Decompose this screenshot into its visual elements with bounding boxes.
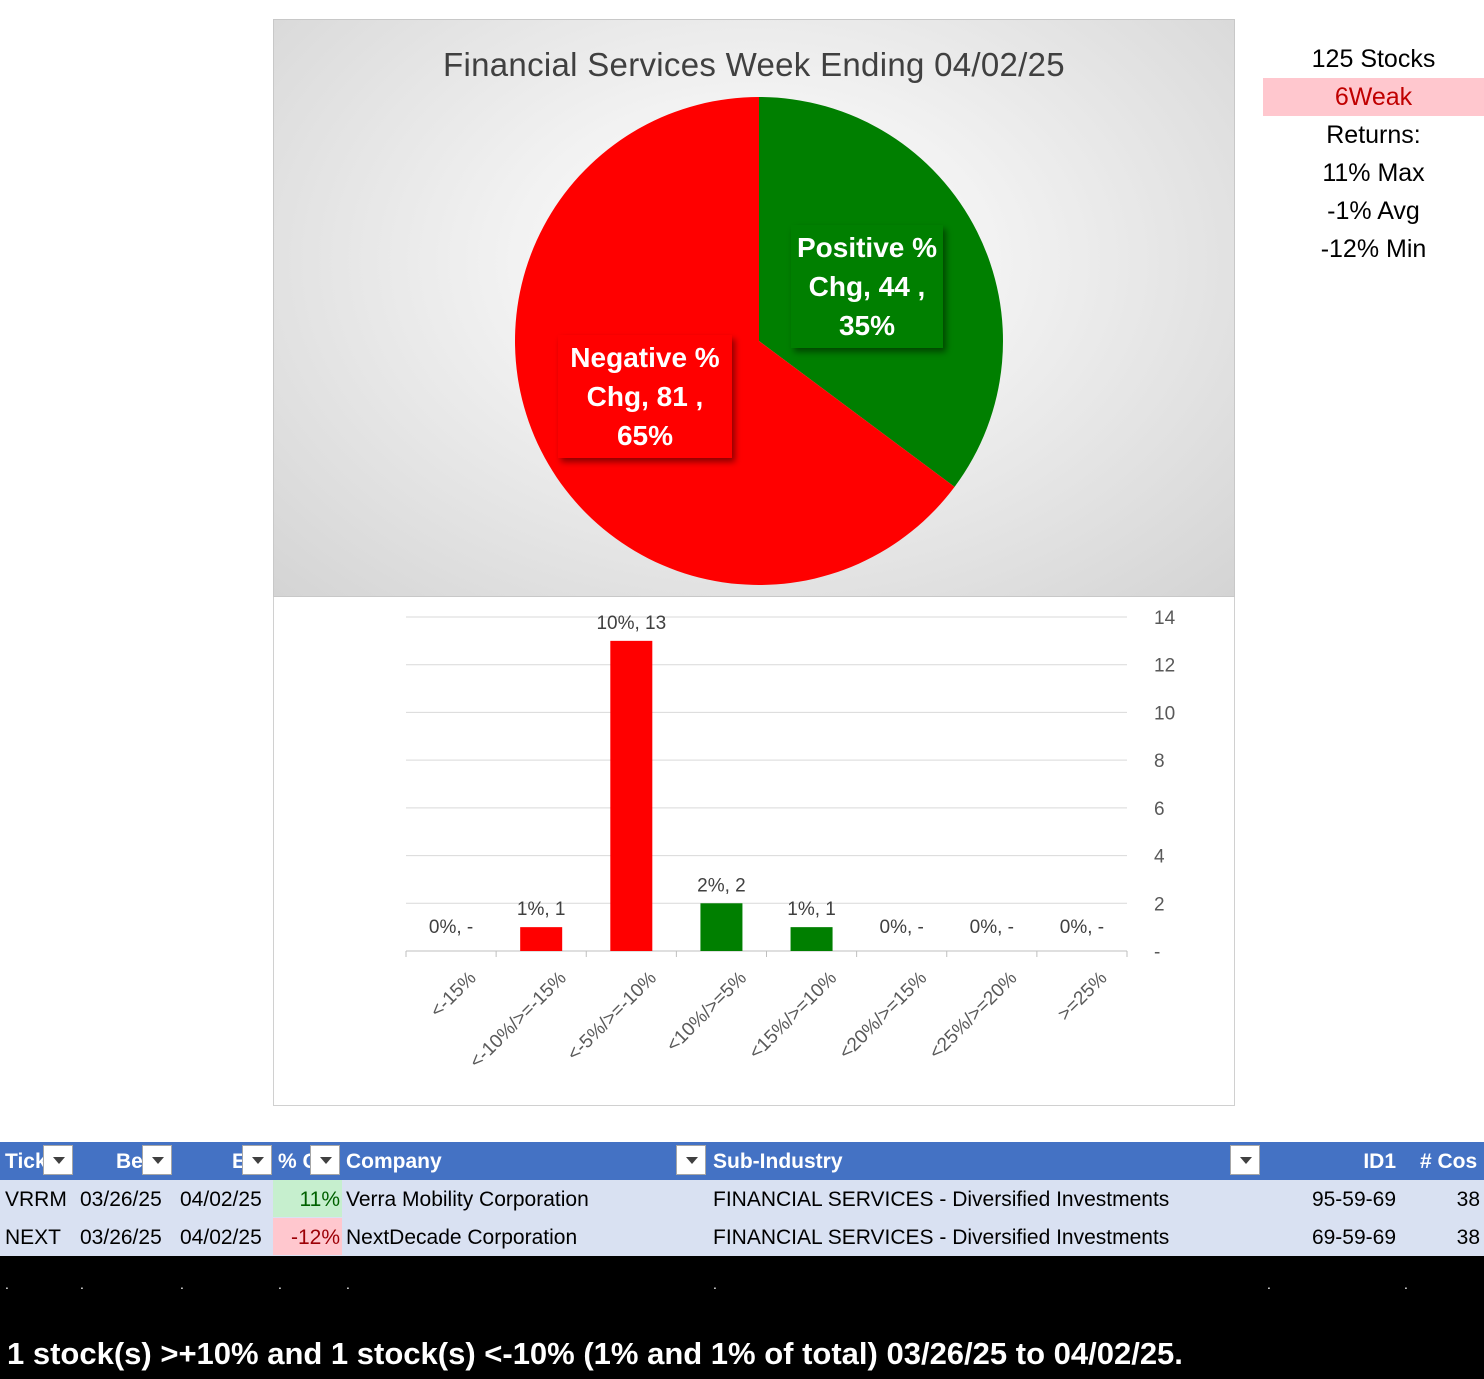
filter-dropdown-icon[interactable] bbox=[676, 1145, 706, 1175]
column-header-company[interactable]: Company bbox=[346, 1150, 442, 1173]
cell-ticker: VRRM bbox=[5, 1188, 67, 1211]
bar bbox=[610, 640, 653, 951]
return-max: 11% Max bbox=[1322, 159, 1425, 187]
x-tick-label: <-10%/>=-15% bbox=[466, 968, 571, 1073]
pie-label-positive-line3: 35% bbox=[838, 310, 896, 341]
column-header-sub-industry[interactable]: Sub-Industry bbox=[713, 1150, 843, 1173]
pie-chart-panel: Financial Services Week Ending 04/02/25 … bbox=[273, 19, 1235, 597]
cell-end-date: 04/02/25 bbox=[180, 1188, 262, 1211]
cell-num-cos: 38 bbox=[1456, 1226, 1480, 1249]
cell-num-cos: 38 bbox=[1456, 1188, 1480, 1211]
y-tick-label: 8 bbox=[1154, 751, 1165, 772]
filter-dropdown-icon[interactable] bbox=[1230, 1145, 1260, 1175]
table-row[interactable]: VRRM 03/26/25 04/02/25 11% Verra Mobilit… bbox=[0, 1180, 1484, 1219]
bar bbox=[700, 903, 743, 951]
pie-chart bbox=[514, 97, 1003, 585]
y-tick-label: 14 bbox=[1154, 608, 1176, 629]
column-header-end[interactable]: E bbox=[232, 1150, 242, 1173]
column-header-id1[interactable]: ID1 bbox=[1363, 1150, 1396, 1173]
cell-end-date: 04/02/25 bbox=[180, 1226, 262, 1249]
data-label: 1%, 1 bbox=[787, 899, 836, 920]
column-header-begin[interactable]: Be bbox=[116, 1150, 142, 1173]
cell-id1: 69-59-69 bbox=[1311, 1226, 1396, 1249]
data-label: 0%, - bbox=[880, 917, 924, 938]
filter-dropdown-icon[interactable] bbox=[43, 1145, 73, 1175]
bar-chart: - 2 4 6 8 10 12 14 0%, - <-15% 1%, 1 <-10%/>=-15% 10… bbox=[405, 608, 1176, 1073]
cell-sub-industry: FINANCIAL SERVICES - Diversified Investm… bbox=[713, 1188, 1170, 1211]
footer-band bbox=[0, 1256, 1484, 1379]
cell-pct-change: 11% bbox=[273, 1180, 342, 1217]
filter-dropdown-icon[interactable] bbox=[310, 1145, 340, 1175]
x-tick-label: <20%/>=15% bbox=[835, 968, 931, 1064]
y-tick-label: 6 bbox=[1154, 799, 1165, 820]
filter-dropdown-icon[interactable] bbox=[242, 1145, 272, 1175]
table-row[interactable]: NEXT 03/26/25 04/02/25 -12% NextDecade C… bbox=[0, 1218, 1484, 1256]
y-tick-label: 2 bbox=[1154, 894, 1165, 915]
pie-slice-negative bbox=[514, 97, 955, 585]
pie-label-negative-line2: Chg, 81 , bbox=[586, 381, 704, 412]
cell-id1: 95-59-69 bbox=[1311, 1188, 1396, 1211]
x-tick-label: <-15% bbox=[427, 968, 481, 1022]
footer-dot: . bbox=[80, 1276, 84, 1292]
pie-label-positive: Positive % Chg, 44 , 35% bbox=[791, 225, 943, 348]
x-tick-label: <10%/>=5% bbox=[663, 968, 752, 1057]
returns-label: Returns: bbox=[1326, 121, 1421, 149]
footer-dot: . bbox=[1267, 1276, 1271, 1292]
column-header-num-cos[interactable]: # Cos bbox=[1420, 1150, 1478, 1173]
pie-label-negative-line3: 65% bbox=[616, 420, 674, 451]
summary-text: 1 stock(s) >+10% and 1 stock(s) <-10% (1… bbox=[7, 1336, 1183, 1371]
data-label: 10%, 13 bbox=[596, 613, 666, 634]
y-tick-label: - bbox=[1154, 942, 1160, 963]
summary-stats: 125 Stocks 6Weak Returns: 11% Max -1% Av… bbox=[1263, 40, 1484, 268]
pie-label-negative-line1: Negative % bbox=[570, 342, 720, 373]
cell-sub-industry: FINANCIAL SERVICES - Diversified Investm… bbox=[713, 1226, 1170, 1249]
cell-company: Verra Mobility Corporation bbox=[346, 1188, 589, 1211]
stock-count: 125 Stocks bbox=[1311, 45, 1436, 73]
pie-label-negative: Negative % Chg, 81 , 65% bbox=[558, 335, 732, 458]
bar bbox=[520, 927, 563, 951]
pie-label-positive-line1: Positive % bbox=[796, 232, 938, 263]
data-label: 1%, 1 bbox=[517, 899, 566, 920]
cell-begin-date: 03/26/25 bbox=[80, 1226, 162, 1249]
weak-indicator: 6Weak bbox=[1263, 78, 1484, 116]
x-tick-label: <25%/>=20% bbox=[925, 968, 1021, 1064]
bar-chart-panel: - 2 4 6 8 10 12 14 0%, - <-15% 1%, 1 <-10%/>=-15% 10… bbox=[273, 597, 1235, 1106]
x-tick-label: <15%/>=10% bbox=[745, 968, 841, 1064]
y-tick-label: 12 bbox=[1154, 656, 1175, 677]
footer-dot: . bbox=[180, 1276, 184, 1292]
footer-dot: . bbox=[278, 1276, 282, 1292]
cell-ticker: NEXT bbox=[5, 1226, 62, 1249]
data-label: 2%, 2 bbox=[697, 875, 746, 896]
table-header: Tick Be E % C Company Sub-Industry ID1 #… bbox=[0, 1142, 1484, 1180]
return-min: -12% Min bbox=[1320, 235, 1427, 263]
cell-pct-change: -12% bbox=[273, 1218, 342, 1255]
cell-begin-date: 03/26/25 bbox=[80, 1188, 162, 1211]
footer-dot: . bbox=[346, 1276, 350, 1292]
x-tick-label: >=25% bbox=[1054, 968, 1112, 1026]
pie-label-positive-line2: Chg, 44 , bbox=[808, 271, 926, 302]
y-tick-label: 4 bbox=[1154, 847, 1165, 868]
x-tick-label: <-5%/>=-10% bbox=[563, 968, 660, 1065]
return-avg: -1% Avg bbox=[1327, 197, 1420, 225]
data-label: 0%, - bbox=[429, 917, 473, 938]
data-label: 0%, - bbox=[970, 917, 1014, 938]
data-label: 0%, - bbox=[1060, 917, 1104, 938]
cell-company: NextDecade Corporation bbox=[346, 1226, 578, 1249]
y-tick-label: 10 bbox=[1154, 703, 1175, 724]
filter-dropdown-icon[interactable] bbox=[142, 1145, 172, 1175]
bar bbox=[790, 927, 833, 951]
pie-chart-title: Financial Services Week Ending 04/02/25 bbox=[443, 46, 1065, 83]
footer-dot: . bbox=[713, 1276, 717, 1292]
column-header-ticker[interactable]: Tick bbox=[5, 1150, 43, 1173]
footer-dot: . bbox=[1404, 1276, 1408, 1292]
footer-dot: . bbox=[5, 1276, 9, 1292]
column-header-pct-change[interactable]: % C bbox=[278, 1150, 310, 1173]
